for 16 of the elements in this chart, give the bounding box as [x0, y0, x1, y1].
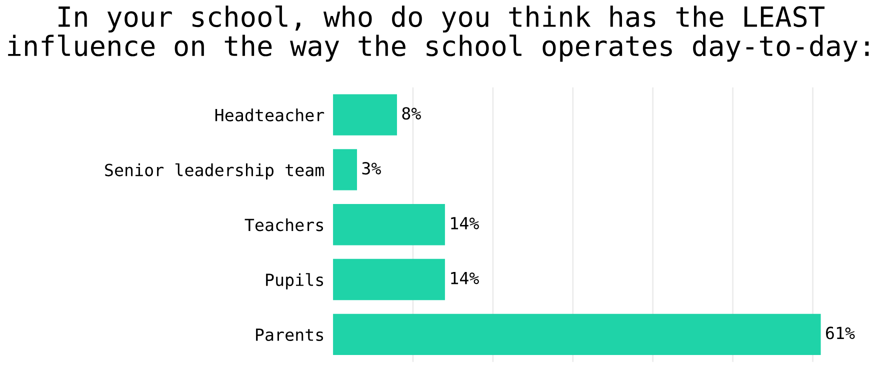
- bar: [333, 314, 821, 355]
- data-label: 61%: [826, 326, 855, 340]
- bar: [333, 94, 397, 136]
- bar: [333, 149, 358, 190]
- bar: [333, 204, 445, 246]
- y-tick-label: Teachers: [244, 218, 324, 232]
- chart-title: In your school, who do you think has the LEAST influence on the way the school operates day-to-day:: [8, 6, 869, 62]
- y-tick-label: Senior leadership team: [105, 163, 324, 180]
- data-label: 8%: [402, 107, 421, 120]
- y-tick-label: Pupils: [266, 273, 324, 290]
- data-label: 14%: [451, 217, 479, 230]
- y-tick-label: Headteacher: [215, 108, 324, 122]
- data-label: 14%: [451, 272, 479, 284]
- data-label: 3%: [362, 162, 381, 175]
- y-tick-label: Parents: [256, 328, 324, 342]
- bar: [333, 258, 445, 300]
